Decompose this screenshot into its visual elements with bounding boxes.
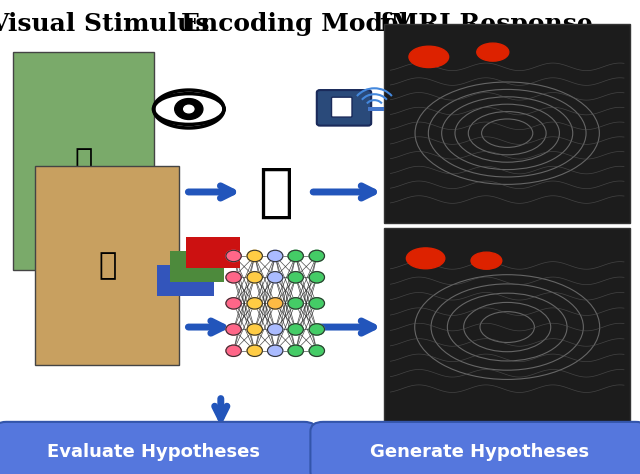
Ellipse shape [477,43,509,61]
FancyBboxPatch shape [0,422,317,474]
Text: Visual Stimulus: Visual Stimulus [0,12,209,36]
FancyBboxPatch shape [332,97,352,117]
FancyBboxPatch shape [35,166,179,365]
FancyArrow shape [368,107,384,111]
Ellipse shape [409,46,449,68]
Circle shape [288,272,303,283]
Circle shape [226,298,241,309]
Circle shape [226,250,241,262]
Circle shape [268,272,283,283]
Circle shape [247,272,262,283]
Circle shape [268,345,283,356]
Ellipse shape [406,248,445,269]
Circle shape [288,298,303,309]
FancyBboxPatch shape [13,52,154,270]
Circle shape [288,345,303,356]
Circle shape [247,345,262,356]
Circle shape [226,345,241,356]
Text: Encoding Model: Encoding Model [180,12,408,36]
FancyBboxPatch shape [157,265,214,296]
Ellipse shape [471,252,502,269]
FancyBboxPatch shape [384,24,630,223]
Circle shape [184,105,194,113]
Circle shape [309,272,324,283]
Circle shape [309,324,324,335]
Circle shape [247,324,262,335]
Ellipse shape [154,94,224,124]
FancyBboxPatch shape [186,237,240,268]
Circle shape [309,250,324,262]
Circle shape [268,324,283,335]
Circle shape [288,324,303,335]
Circle shape [288,250,303,262]
Circle shape [226,324,241,335]
FancyBboxPatch shape [317,90,371,126]
Circle shape [175,99,203,119]
Circle shape [247,298,262,309]
Circle shape [226,272,241,283]
Text: 🐕: 🐕 [74,146,92,176]
Text: Generate Hypotheses: Generate Hypotheses [371,443,589,461]
FancyBboxPatch shape [170,251,224,282]
Circle shape [268,298,283,309]
Circle shape [247,250,262,262]
Circle shape [268,250,283,262]
Circle shape [309,298,324,309]
Text: 🧠: 🧠 [258,164,292,220]
Circle shape [309,345,324,356]
FancyBboxPatch shape [310,422,640,474]
Text: Evaluate Hypotheses: Evaluate Hypotheses [47,443,260,461]
FancyBboxPatch shape [384,228,630,427]
Text: 🐈: 🐈 [98,251,116,280]
Text: fMRI Response: fMRI Response [380,12,593,36]
